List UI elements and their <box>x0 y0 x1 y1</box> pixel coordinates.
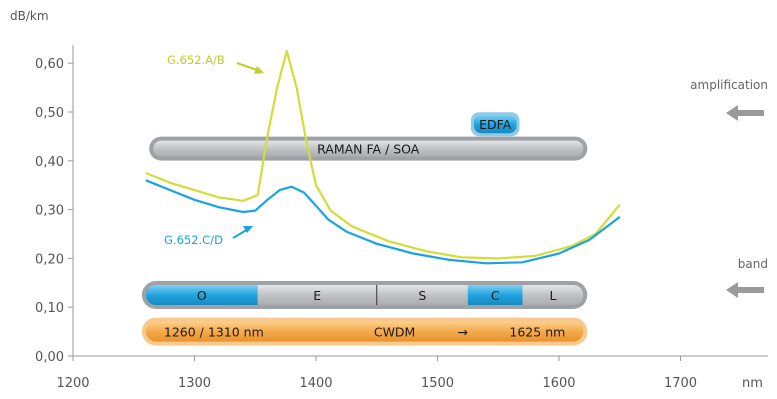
annotation-g652ab: G.652.A/B <box>167 53 225 67</box>
amplification-bars: RAMAN FA / SOA EDFA <box>149 112 588 161</box>
x-axis-label: nm <box>742 376 763 391</box>
y-axis-label: dB/km <box>10 9 49 23</box>
y-tick-label: 0,20 <box>35 252 64 267</box>
series-g652ab-line <box>145 49 621 260</box>
raman-bar: RAMAN FA / SOA <box>149 136 588 161</box>
series-group <box>145 49 621 265</box>
cwdm-middle-label: CWDM <box>374 325 416 340</box>
x-tick-label: 1700 <box>664 376 697 391</box>
band-segment-label: C <box>491 288 500 303</box>
band-segment-label: E <box>313 288 321 303</box>
y-tick-label: 0,30 <box>35 204 64 219</box>
band-segment-o <box>145 285 258 305</box>
arrowhead-icon <box>243 226 253 233</box>
edfa-label: EDFA <box>479 117 512 132</box>
y-tick-label: 0,40 <box>35 155 64 170</box>
y-tick-label: 0,60 <box>35 57 64 72</box>
x-tick-label: 1600 <box>542 376 575 391</box>
x-tick-label: 1200 <box>56 376 89 391</box>
amplification-arrow-icon <box>726 105 764 121</box>
band-segment-s <box>376 285 468 305</box>
cwdm-bar-fill <box>145 321 584 342</box>
edfa-bar: EDFA <box>470 112 520 137</box>
band-segment-c <box>467 285 523 305</box>
x-tick-label: 1400 <box>299 376 332 391</box>
arrowhead-icon <box>254 66 264 74</box>
band-arrow-icon <box>726 282 764 298</box>
band-segment-l <box>522 285 584 305</box>
x-tick-label: 1500 <box>421 376 454 391</box>
series-g652cd-line <box>145 179 621 265</box>
cwdm-arrow-icon: → <box>457 325 467 340</box>
raman-label: RAMAN FA / SOA <box>317 142 420 157</box>
y-tick-label: 0,50 <box>35 106 64 121</box>
cwdm-end-label: 1625 nm <box>509 325 565 340</box>
band-segment-label: L <box>549 288 556 303</box>
y-tick-label: 0,10 <box>35 301 64 316</box>
band-label: band <box>738 257 768 271</box>
cwdm-start-label: 1260 / 1310 nm <box>164 325 264 340</box>
cwdm-bar: 1260 / 1310 nm CWDM → 1625 nm <box>141 317 588 346</box>
annotation-g652cd: G.652.C/D <box>164 233 223 247</box>
y-tick-label: 0,00 <box>35 350 64 365</box>
x-tick-label: 1300 <box>178 376 211 391</box>
x-ticks: 1200 1300 1400 1500 1600 1700 <box>56 356 697 391</box>
band-segment-label: O <box>197 288 207 303</box>
annotations: G.652.A/B G.652.C/D <box>164 53 264 247</box>
band-segment-e <box>257 285 377 305</box>
band-segment-label: S <box>418 288 426 303</box>
y-ticks: 0,00 0,10 0,20 0,30 0,40 0,50 0,60 <box>35 57 73 365</box>
amplification-label: amplification <box>690 78 768 92</box>
